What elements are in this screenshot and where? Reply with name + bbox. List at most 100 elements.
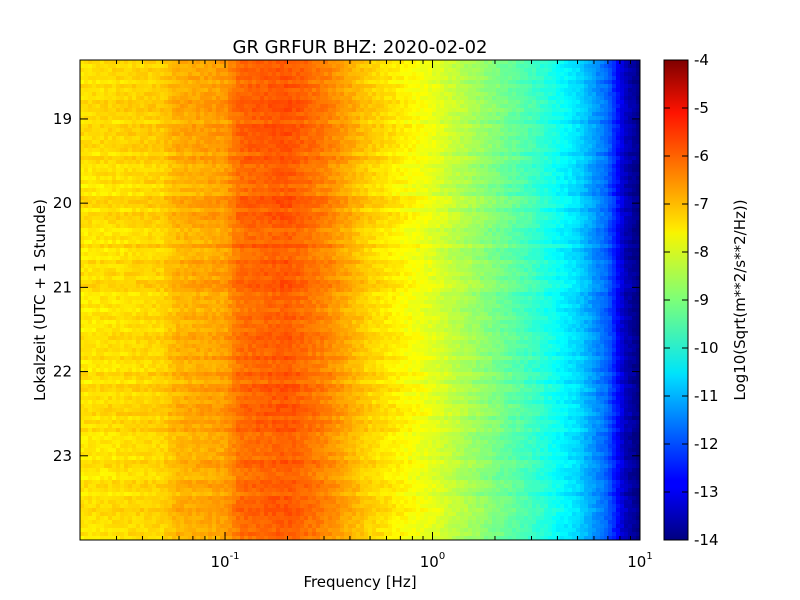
heatmap-cell xyxy=(492,164,497,169)
heatmap-cell xyxy=(272,188,277,193)
heatmap-cell xyxy=(452,100,457,105)
heatmap-cell xyxy=(488,160,493,165)
heatmap-cell xyxy=(116,128,121,133)
heatmap-cell xyxy=(636,120,640,125)
heatmap-cell xyxy=(508,176,513,181)
heatmap-cell xyxy=(320,176,325,181)
heatmap-cell xyxy=(328,108,333,113)
heatmap-cell xyxy=(552,144,557,149)
heatmap-cell xyxy=(556,180,561,185)
heatmap-cell xyxy=(408,200,413,205)
heatmap-cell xyxy=(628,128,633,133)
heatmap-cell xyxy=(240,176,245,181)
heatmap-cell xyxy=(384,168,389,173)
heatmap-cell xyxy=(624,84,629,89)
heatmap-cell xyxy=(352,116,357,121)
heatmap-cell xyxy=(492,160,497,165)
heatmap-cell xyxy=(568,180,573,185)
heatmap-cell xyxy=(80,68,85,73)
heatmap-cell xyxy=(448,180,453,185)
heatmap-cell xyxy=(296,84,301,89)
heatmap-cell xyxy=(80,156,85,161)
heatmap-cell xyxy=(260,92,265,97)
heatmap-cell xyxy=(532,196,537,201)
heatmap-cell xyxy=(560,84,565,89)
heatmap-cell xyxy=(364,184,369,189)
heatmap-cell xyxy=(528,128,533,133)
heatmap-cell xyxy=(236,68,241,73)
heatmap-cell xyxy=(212,180,217,185)
heatmap-cell xyxy=(380,120,385,125)
heatmap-cell xyxy=(352,96,357,101)
heatmap-cell xyxy=(160,144,165,149)
heatmap-cell xyxy=(208,104,213,109)
heatmap-cell xyxy=(324,72,329,77)
heatmap-cell xyxy=(116,176,121,181)
heatmap-cell xyxy=(220,188,225,193)
heatmap-cell xyxy=(608,64,613,69)
heatmap-cell xyxy=(356,180,361,185)
heatmap-cell xyxy=(548,152,553,157)
heatmap-cell xyxy=(484,196,489,201)
heatmap-cell xyxy=(620,188,625,193)
heatmap-cell xyxy=(168,60,173,65)
heatmap-cell xyxy=(360,148,365,153)
heatmap-cell xyxy=(272,64,277,69)
heatmap-cell xyxy=(256,100,261,105)
heatmap-cell xyxy=(292,184,297,189)
heatmap-cell xyxy=(420,140,425,145)
heatmap-cell xyxy=(484,148,489,153)
heatmap-cell xyxy=(520,144,525,149)
heatmap-cell xyxy=(264,160,269,165)
heatmap-cell xyxy=(192,152,197,157)
heatmap-cell xyxy=(100,76,105,81)
heatmap-cell xyxy=(296,64,301,69)
heatmap-cell xyxy=(572,156,577,161)
heatmap-cell xyxy=(112,200,117,205)
heatmap-cell xyxy=(408,140,413,145)
heatmap-cell xyxy=(120,180,125,185)
heatmap-cell xyxy=(168,176,173,181)
heatmap-cell xyxy=(404,68,409,73)
heatmap-cell xyxy=(288,92,293,97)
heatmap-cell xyxy=(428,172,433,177)
heatmap-cell xyxy=(532,120,537,125)
heatmap-cell xyxy=(280,136,285,141)
heatmap-cell xyxy=(636,180,640,185)
heatmap-cell xyxy=(252,60,257,65)
heatmap-cell xyxy=(584,60,589,65)
heatmap-cell xyxy=(100,72,105,77)
heatmap-cell xyxy=(576,164,581,169)
heatmap-cell xyxy=(484,80,489,85)
heatmap-cell xyxy=(148,156,153,161)
heatmap-cell xyxy=(512,124,517,129)
heatmap-cell xyxy=(376,76,381,81)
heatmap-cell xyxy=(592,156,597,161)
heatmap-cell xyxy=(164,120,169,125)
heatmap-cell xyxy=(180,68,185,73)
heatmap-cell xyxy=(208,76,213,81)
heatmap-cell xyxy=(576,192,581,197)
heatmap-cell xyxy=(392,124,397,129)
heatmap-cell xyxy=(276,116,281,121)
heatmap-cell xyxy=(180,164,185,169)
heatmap-cell xyxy=(416,108,421,113)
heatmap-cell xyxy=(188,116,193,121)
heatmap-cell xyxy=(560,100,565,105)
heatmap-cell xyxy=(544,160,549,165)
heatmap-cell xyxy=(620,112,625,117)
heatmap-cell xyxy=(420,120,425,125)
heatmap-cell xyxy=(272,196,277,201)
heatmap-cell xyxy=(620,152,625,157)
heatmap-cell xyxy=(488,188,493,193)
heatmap-cell xyxy=(472,68,477,73)
heatmap-cell xyxy=(100,196,105,201)
heatmap-cell xyxy=(572,72,577,77)
heatmap-cell xyxy=(516,136,521,141)
heatmap-cell xyxy=(264,132,269,137)
heatmap-cell xyxy=(472,124,477,129)
heatmap-cell xyxy=(476,136,481,141)
heatmap-cell xyxy=(332,164,337,169)
heatmap-cell xyxy=(432,148,437,153)
heatmap-cell xyxy=(256,184,261,189)
